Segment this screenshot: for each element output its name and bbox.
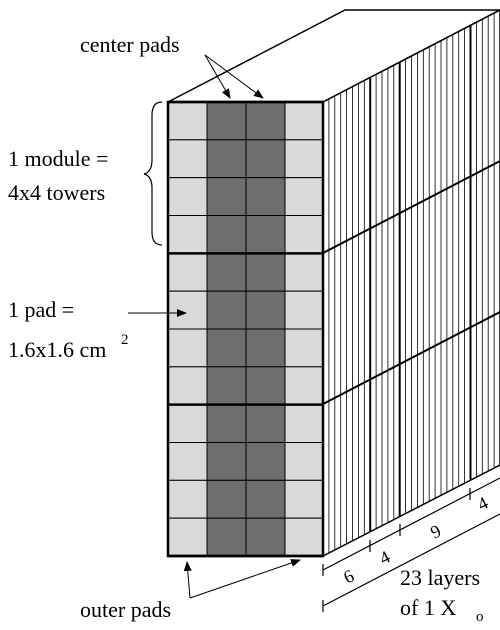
layer-group-label: 6: [340, 565, 357, 587]
pad: [167, 479, 208, 519]
pad: [167, 101, 208, 141]
pad: [284, 366, 324, 406]
pad: [206, 404, 247, 443]
layer-group-label: 4: [474, 492, 491, 514]
pad: [206, 252, 247, 292]
pad: [206, 290, 247, 330]
arrow: [204, 54, 264, 99]
pad: [167, 290, 208, 330]
pad: [206, 479, 247, 519]
pad: [167, 442, 208, 481]
pad: [284, 215, 324, 254]
pad: [206, 177, 247, 217]
module-brace: [143, 101, 163, 246]
pad: [167, 177, 208, 217]
pad: [206, 215, 247, 254]
label: of 1 X: [400, 595, 456, 620]
dimension-lines: [322, 477, 500, 612]
pad: [167, 366, 208, 406]
pad: [245, 404, 286, 443]
pad: [284, 328, 324, 368]
arrow: [204, 54, 231, 99]
pad: [284, 479, 324, 519]
module-edge: [322, 311, 500, 405]
pad: [167, 215, 208, 254]
pad: [284, 404, 324, 443]
pad: [167, 328, 208, 368]
pad: [206, 139, 247, 179]
pad: [206, 101, 247, 141]
pad: [245, 252, 286, 292]
pad: [245, 517, 286, 557]
label: 4x4 towers: [8, 180, 105, 205]
label-superscript: 2: [121, 332, 129, 348]
pad: [167, 404, 208, 443]
arrow: [183, 561, 192, 599]
pad: [245, 328, 286, 368]
label-subscript: o: [476, 609, 484, 625]
arrow: [189, 559, 301, 599]
label: 23 layers: [400, 565, 480, 590]
pad: [206, 442, 247, 481]
pad: [284, 290, 324, 330]
pad: [284, 442, 324, 481]
pad: [245, 366, 286, 406]
pad: [284, 139, 324, 179]
pad: [206, 517, 247, 557]
label: center pads: [80, 32, 180, 57]
label: 1 pad =: [8, 297, 74, 322]
pad: [167, 252, 208, 292]
front-outline: [166, 100, 325, 558]
pad: [245, 442, 286, 481]
geometry: [166, 9, 500, 558]
pad: [167, 517, 208, 557]
pad: [206, 366, 247, 406]
label: 1 module =: [8, 146, 108, 171]
pad: [245, 479, 286, 519]
pad: [245, 101, 286, 141]
pad: [284, 517, 324, 557]
pad: [284, 252, 324, 292]
pad: [167, 139, 208, 179]
pad: [245, 139, 286, 179]
layer-group-label: 4: [376, 546, 393, 568]
layer-lines: [328, 13, 495, 553]
pad: [245, 177, 286, 217]
label: 1.6x1.6 cm: [8, 337, 106, 362]
front-face: [166, 100, 325, 558]
pad: [284, 101, 324, 141]
layer-group-label: 9: [427, 520, 444, 542]
pad: [206, 328, 247, 368]
label: outer pads: [80, 597, 171, 622]
pad: [245, 290, 286, 330]
module-edge: [322, 160, 500, 254]
pad: [284, 177, 324, 217]
pad: [245, 215, 286, 254]
